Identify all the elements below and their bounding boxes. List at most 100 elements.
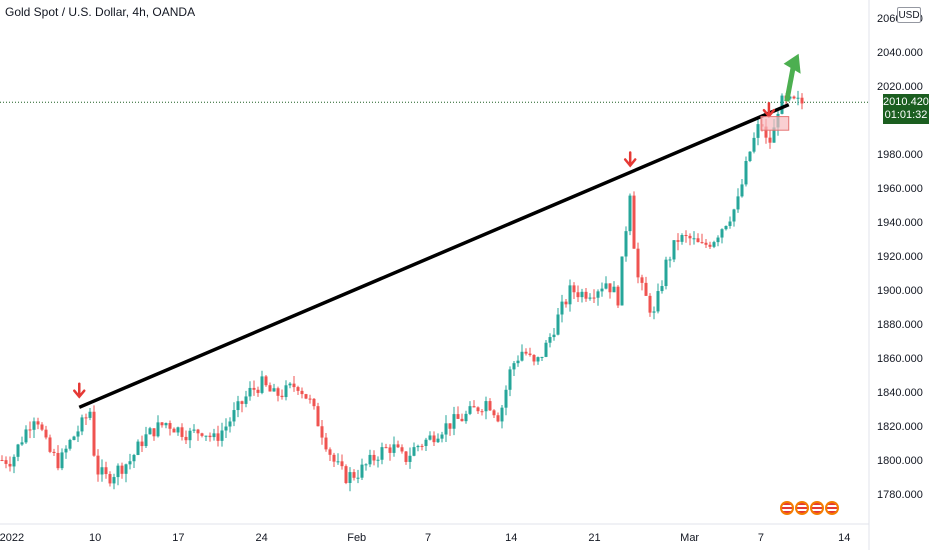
candle-body	[96, 455, 100, 475]
candles	[0, 90, 804, 492]
candle-body	[104, 467, 108, 475]
candle-body	[456, 414, 460, 419]
candle-body	[24, 429, 28, 443]
us-flag-event-icon[interactable]	[825, 501, 839, 515]
candle-body	[356, 477, 360, 479]
candle-body	[780, 95, 784, 114]
candle-body	[376, 459, 380, 461]
candle-body	[392, 444, 396, 453]
candle-body	[120, 465, 124, 474]
x-tick-label: Feb	[347, 532, 366, 544]
candle-body	[300, 390, 304, 395]
resistance-zone[interactable]	[760, 116, 790, 131]
x-tick-label: Mar	[680, 532, 699, 544]
candle-body	[48, 437, 52, 452]
candle-body	[624, 231, 628, 257]
candle-body	[340, 461, 344, 467]
candle-body	[308, 398, 312, 400]
candle-body	[252, 387, 256, 390]
candle-body	[92, 411, 96, 456]
candle-body	[136, 441, 140, 455]
candle-body	[268, 385, 272, 392]
candle-body	[432, 435, 436, 443]
y-tick-label: 1900.000	[877, 285, 923, 297]
candle-body	[572, 285, 576, 293]
x-tick-label: 14	[838, 532, 850, 544]
candle-body	[108, 474, 112, 484]
x-tick-label: 7	[758, 532, 764, 544]
candle-body	[292, 383, 296, 388]
candle-body	[64, 448, 68, 453]
candle-body	[788, 96, 792, 99]
candle-body	[800, 97, 804, 104]
candle-body	[336, 461, 340, 463]
candle-body	[680, 235, 684, 242]
candle-body	[156, 422, 160, 437]
candle-body	[736, 196, 740, 210]
candle-body	[672, 240, 676, 260]
candle-body	[256, 389, 260, 393]
candle-body	[380, 447, 384, 460]
candle-body	[116, 465, 120, 478]
candle-body	[36, 421, 40, 425]
candle-body	[452, 414, 456, 429]
candle-body	[724, 225, 728, 230]
candle-body	[796, 97, 800, 99]
candle-body	[28, 429, 32, 431]
us-flag-event-icon[interactable]	[795, 501, 809, 515]
candle-body	[696, 238, 700, 243]
candle-body	[396, 444, 400, 448]
candle-body	[232, 410, 236, 422]
candle-body	[404, 451, 408, 462]
candle-body	[16, 444, 20, 457]
candle-body	[748, 151, 752, 162]
candle-body	[168, 423, 172, 429]
candle-body	[160, 422, 164, 426]
current-price-tag: 2010.420 01:01:32	[883, 94, 929, 124]
candle-body	[296, 387, 300, 391]
candle-body	[68, 439, 72, 449]
candle-body	[324, 437, 328, 450]
candle-body	[512, 363, 516, 370]
economic-events[interactable]	[780, 501, 839, 515]
candle-body	[568, 285, 572, 305]
y-tick-label: 1800.000	[877, 455, 923, 467]
candle-body	[716, 237, 720, 243]
candle-body	[400, 447, 404, 452]
us-flag-event-icon[interactable]	[780, 501, 794, 515]
candle-body	[320, 426, 324, 438]
candle-body	[344, 466, 348, 483]
candle-body	[728, 221, 732, 226]
candle-body	[640, 277, 644, 283]
candle-body	[516, 360, 520, 364]
us-flag-event-icon[interactable]	[810, 501, 824, 515]
y-tick-label: 1940.000	[877, 217, 923, 229]
candle-body	[744, 161, 748, 185]
candle-body	[260, 376, 264, 393]
candle-body	[552, 334, 556, 338]
trendline[interactable]	[78, 103, 790, 409]
candle-body	[264, 376, 268, 386]
candle-body	[204, 435, 208, 437]
candle-body	[612, 286, 616, 293]
down-arrow-icon	[623, 151, 637, 168]
candle-body	[580, 291, 584, 298]
candle-body	[248, 387, 252, 397]
candle-body	[508, 369, 512, 390]
currency-button[interactable]: USD	[897, 7, 921, 23]
candle-body	[668, 259, 672, 261]
candle-body	[196, 429, 200, 434]
candle-body	[648, 295, 652, 313]
candle-body	[412, 447, 416, 456]
candle-body	[368, 454, 372, 465]
candle-body	[128, 461, 132, 465]
candle-body	[440, 434, 444, 439]
candle-body	[608, 283, 612, 293]
candle-body	[152, 428, 156, 437]
candle-body	[228, 421, 232, 427]
candle-body	[484, 401, 488, 412]
candle-body	[480, 411, 484, 413]
candle-body	[220, 430, 224, 441]
x-tick-label: 17	[172, 532, 184, 544]
